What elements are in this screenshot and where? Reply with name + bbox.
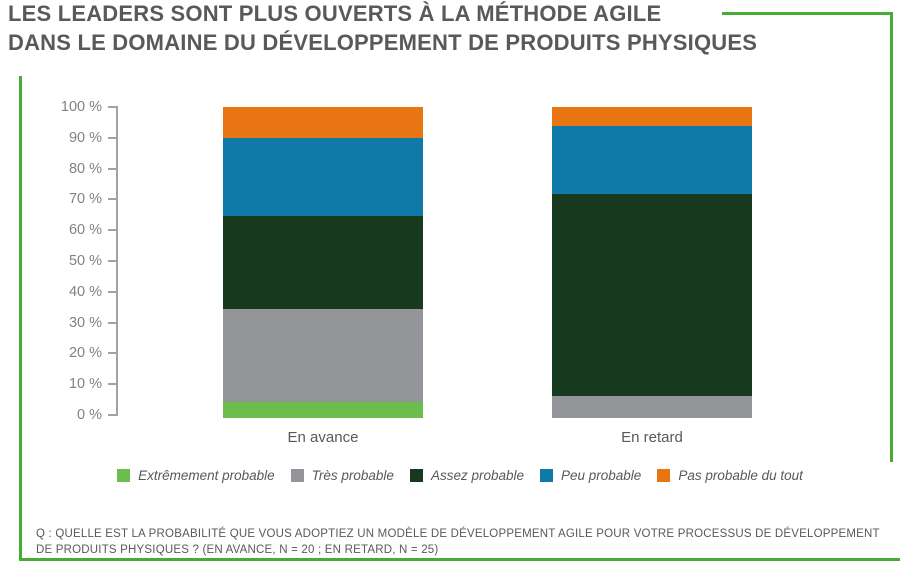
y-axis-tick (108, 136, 116, 139)
bar-segment-pas-probable-du-tout (552, 107, 752, 126)
y-axis-tick-label: 10 % (68, 376, 102, 393)
legend-label-peu-probable: Peu probable (561, 468, 642, 483)
legend-item-tres-probable: Très probable (290, 468, 394, 483)
frame-right-line (890, 12, 893, 462)
page-title: LES LEADERS SONT PLUS OUVERTS À LA MÉTHO… (8, 0, 757, 57)
legend-swatch-assez-probable (409, 469, 423, 482)
bar-segment-peu-probable (552, 125, 752, 195)
y-axis-tick (108, 290, 116, 293)
y-axis-tick (108, 352, 116, 355)
y-axis-tick-label: 50 % (68, 253, 102, 269)
legend-label-assez-probable: Assez probable (430, 468, 524, 483)
y-axis-tick (108, 106, 116, 108)
stacked-bar-chart: 0 % 10 % 20 % 30 % 40 % 50 % 60 % 70 % 80 % 90 % 1… (61, 99, 796, 446)
bar-segment-assez-probable (552, 194, 752, 397)
page-title-line2: DANS LE DOMAINE DU DÉVELOPPEMENT DE PROD… (8, 29, 758, 55)
legend-label-tres-probable: Très probable (311, 468, 394, 483)
category-label-en-avance: En avance (287, 429, 359, 446)
y-axis-tick-label: 20 % (68, 345, 102, 362)
footnote-line1: Q : QUELLE EST LA PROBABILITÉ QUE VOUS A… (36, 528, 880, 540)
legend-item-peu-probable: Peu probable (540, 468, 641, 483)
category-label-en-retard: En retard (621, 429, 683, 446)
legend-swatch-peu-probable (540, 469, 553, 482)
footnote: Q : QUELLE EST LA PROBABILITÉ QUE VOUS A… (36, 526, 880, 558)
y-axis-tick (108, 414, 116, 416)
y-axis-tick (108, 321, 116, 324)
page-title-line1: LES LEADERS SONT PLUS OUVERTS À LA MÉTHO… (8, 1, 662, 26)
legend-swatch-extremement-probable (117, 469, 131, 482)
bar-segment-pas-probable-du-tout (223, 107, 423, 139)
frame-top-line (722, 12, 893, 15)
bar-segment-peu-probable (223, 138, 423, 216)
y-axis-tick-label: 0 % (77, 407, 102, 423)
y-axis-tick (108, 383, 116, 386)
legend-label-extremement-probable: Extrêmement probable (138, 468, 275, 483)
y-axis-tick (108, 167, 116, 170)
legend-item-pas-probable-du-tout: Pas probable du tout (657, 468, 803, 483)
y-axis-line (116, 106, 118, 416)
y-axis-tick (108, 260, 116, 262)
y-axis-tick-label: 80 % (68, 160, 102, 177)
legend-item-assez-probable: Assez probable (409, 468, 524, 483)
bar-segment-tres-probable (552, 396, 752, 418)
y-axis-tick-label: 30 % (68, 314, 102, 331)
footnote-line2: DE PRODUITS PHYSIQUES ? (EN AVANCE, N = … (36, 544, 439, 556)
legend-item-extremement-probable: Extrêmement probable (117, 468, 275, 483)
y-axis-tick (108, 198, 116, 201)
bar-segment-tres-probable (223, 309, 423, 403)
y-axis-tick-label: 40 % (68, 283, 102, 300)
bar-en-avance (223, 107, 423, 418)
frame-bottom-line (19, 558, 900, 561)
y-axis-tick-label: 70 % (68, 191, 102, 208)
legend-label-pas-probable-du-tout: Pas probable du tout (678, 468, 803, 483)
y-axis-tick-label: 90 % (68, 129, 102, 146)
bar-en-retard (552, 107, 752, 418)
y-axis-tick-label: 60 % (68, 222, 102, 239)
frame-left-line (19, 76, 22, 561)
legend-swatch-pas-probable-du-tout (657, 469, 671, 482)
bar-segment-assez-probable (223, 215, 423, 310)
bar-segment-extremement-probable (223, 402, 423, 418)
y-axis-tick-label: 100 % (60, 99, 102, 115)
y-axis-tick (108, 229, 116, 232)
legend-swatch-tres-probable (290, 469, 304, 482)
chart-legend: Extrêmement probable Très probable Assez p… (50, 468, 870, 483)
